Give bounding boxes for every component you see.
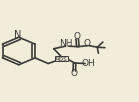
- Text: O: O: [74, 32, 81, 41]
- Text: N: N: [14, 30, 22, 40]
- Text: O: O: [71, 69, 78, 78]
- Text: Abs: Abs: [55, 56, 68, 62]
- FancyBboxPatch shape: [55, 57, 68, 61]
- Text: O: O: [84, 39, 91, 48]
- Text: NH: NH: [59, 39, 73, 48]
- Text: OH: OH: [82, 59, 95, 68]
